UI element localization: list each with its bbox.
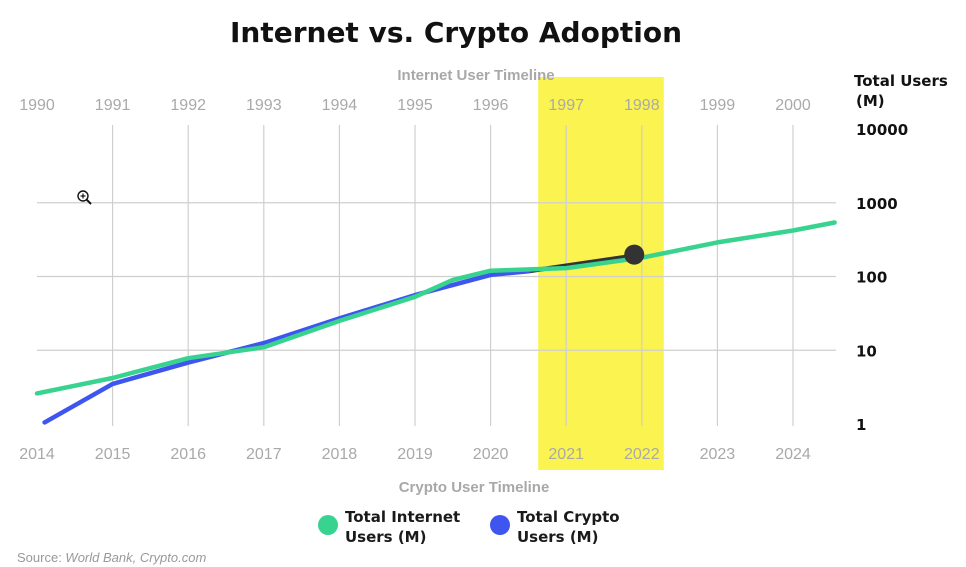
top-tick-label: 1991 [95, 97, 131, 114]
top-tick-label: 1997 [548, 97, 584, 114]
bottom-tick-label: 2014 [19, 446, 55, 463]
chart-title: Internet vs. Crypto Adoption [230, 16, 682, 49]
legend-swatch-internet [318, 515, 338, 535]
bottom-tick-label: 2020 [473, 446, 509, 463]
bottom-tick-label: 2021 [548, 446, 584, 463]
bottom-axis-label: Crypto User Timeline [399, 479, 550, 496]
data-point-marker [624, 244, 645, 265]
legend-label-crypto-1: Total Crypto [517, 508, 620, 526]
horizontal-gridlines [37, 202, 836, 351]
top-tick-labels: 1990 1991 1992 1993 1994 1995 1996 1997 1998 1999… [19, 97, 811, 114]
top-tick-label: 1992 [170, 97, 206, 114]
bottom-tick-label: 2023 [700, 446, 736, 463]
bottom-tick-label: 2016 [170, 446, 206, 463]
internet-users-line [34, 220, 837, 396]
crypto-users-line [42, 268, 531, 425]
y-tick-label: 10 [856, 342, 877, 360]
zoom-in-icon [77, 190, 92, 205]
y-tick-label: 1000 [856, 195, 898, 213]
series-lines [34, 220, 837, 425]
bottom-tick-labels: 2014 2015 2016 2017 2018 2019 2020 2021 2022 2023… [19, 446, 811, 463]
top-tick-label: 1996 [473, 97, 509, 114]
top-tick-label: 1995 [397, 97, 433, 114]
top-tick-label: 1990 [19, 97, 55, 114]
vertical-gridlines [111, 125, 794, 426]
y-tick-labels: 10000 1000 100 10 1 [856, 121, 908, 434]
legend-swatch-crypto [490, 515, 510, 535]
y-tick-label: 10000 [856, 121, 908, 139]
highlight-band [538, 77, 664, 470]
source-text: World Bank, Crypto.com [65, 550, 206, 565]
bottom-tick-label: 2015 [95, 446, 131, 463]
y-tick-label: 1 [856, 416, 866, 434]
source-note: Source: World Bank, Crypto.com [17, 550, 206, 565]
top-tick-label: 2000 [775, 97, 811, 114]
bottom-tick-label: 2022 [624, 446, 660, 463]
source-prefix: Source: [17, 550, 65, 565]
bottom-tick-label: 2019 [397, 446, 433, 463]
y-tick-label: 100 [856, 269, 887, 287]
bottom-tick-label: 2017 [246, 446, 282, 463]
bottom-tick-label: 2018 [322, 446, 358, 463]
legend-label-crypto-2: Users (M) [517, 528, 598, 546]
top-tick-label: 1998 [624, 97, 660, 114]
top-axis-label: Internet User Timeline [397, 67, 554, 84]
top-tick-label: 1994 [322, 97, 358, 114]
legend-label-internet-1: Total Internet [345, 508, 460, 526]
top-tick-label: 1999 [700, 97, 736, 114]
bottom-tick-label: 2024 [775, 446, 811, 463]
legend-label-internet-2: Users (M) [345, 528, 426, 546]
legend: Total Internet Users (M) Total Crypto Us… [318, 508, 620, 546]
top-tick-label: 1993 [246, 97, 282, 114]
y-axis-label-line-2: (M) [856, 92, 885, 110]
y-axis-label-line-1: Total Users [854, 72, 948, 90]
